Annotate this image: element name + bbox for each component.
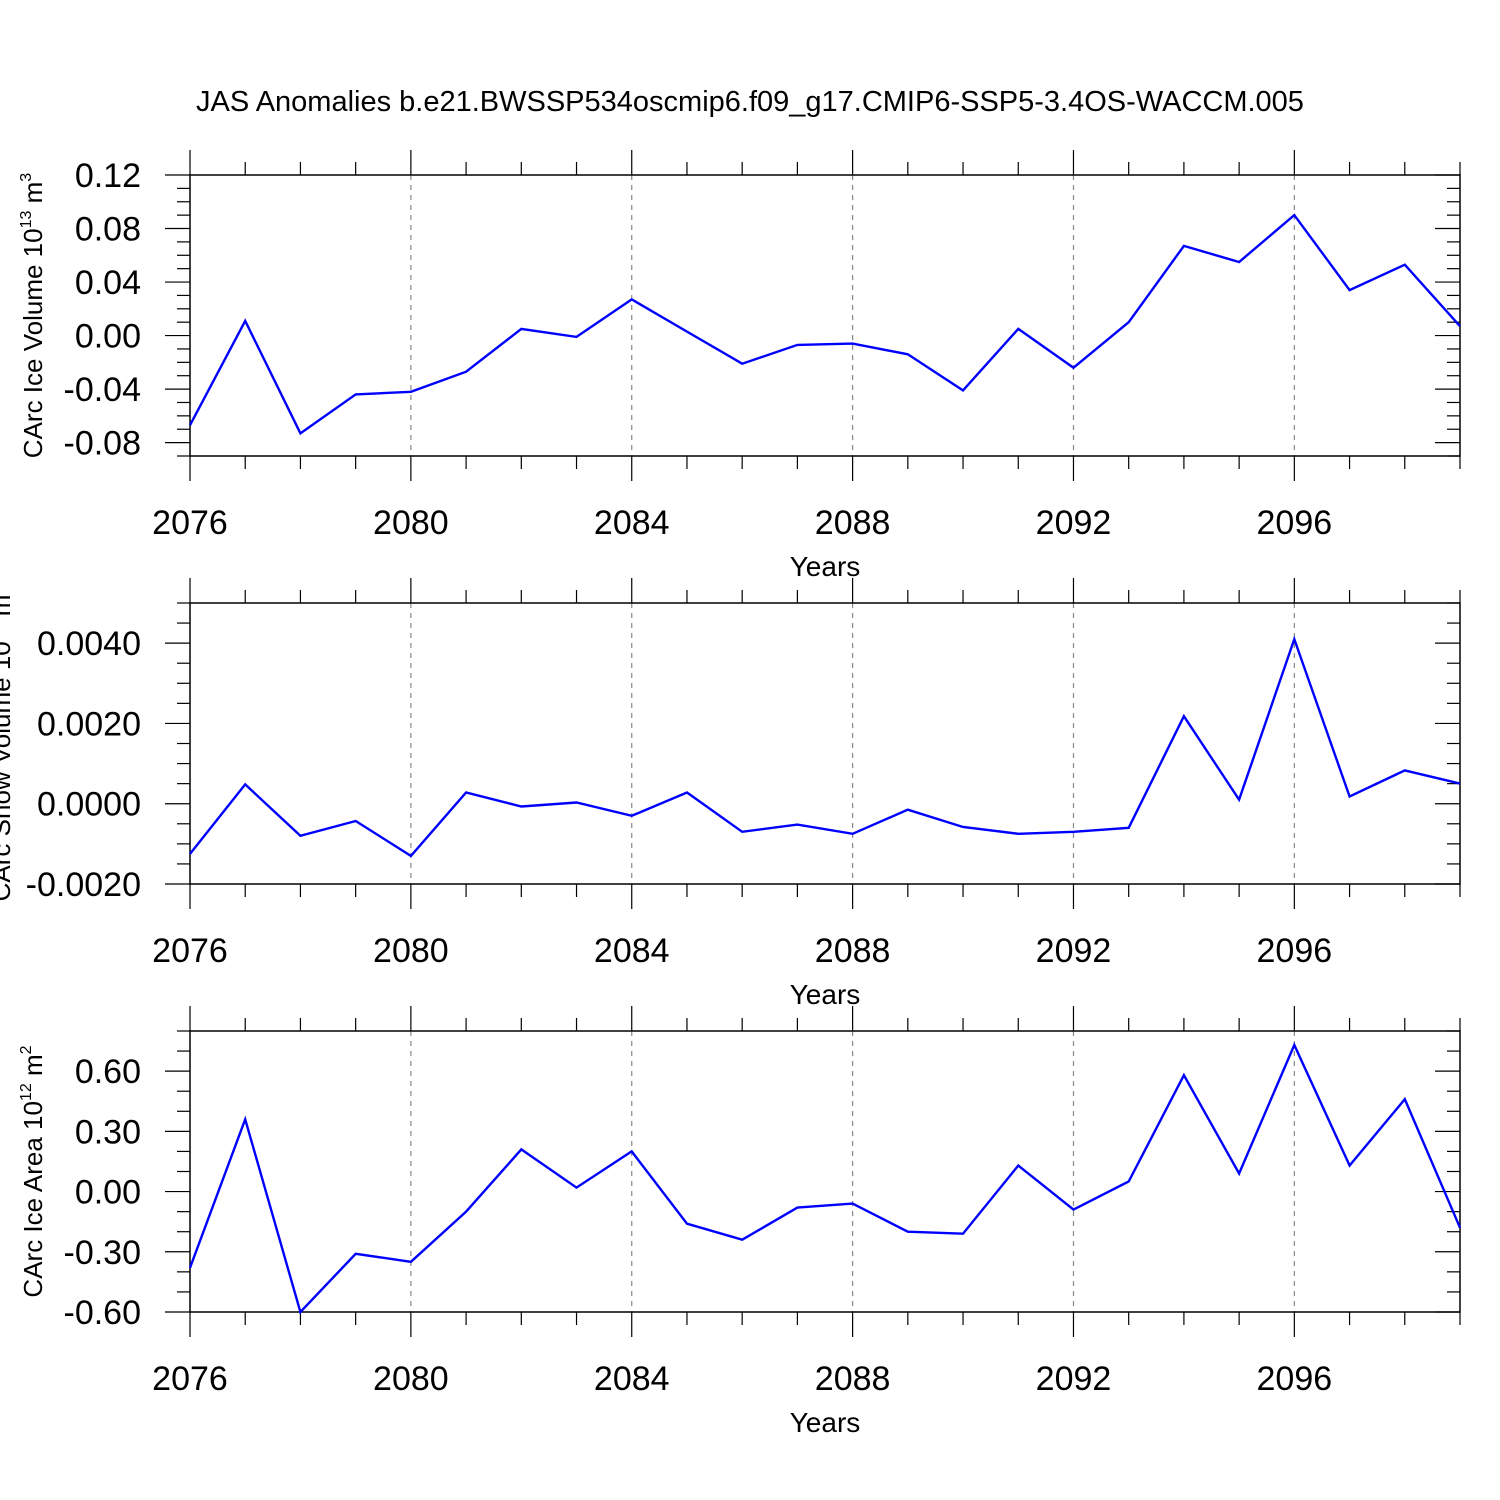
- x-tick-label: 2092: [1036, 1360, 1112, 1398]
- figure-title: JAS Anomalies b.e21.BWSSP534oscmip6.f09_…: [196, 86, 1304, 118]
- plot-frame: [189, 174, 1461, 457]
- x-tick-label: 2084: [594, 932, 670, 970]
- x-tick-label: 2076: [152, 932, 228, 970]
- x-tick-label: 2096: [1257, 932, 1333, 970]
- chart-panel-1: 2076 2080 2084 2088 2092 2096 Years -0.08 -0.04 0…: [18, 150, 1461, 582]
- x-tick-label: 2088: [815, 1360, 891, 1398]
- y-tick-label: 0.12: [75, 157, 141, 195]
- x-tick-label: 2092: [1036, 932, 1112, 970]
- y-tick-label: 0.0000: [37, 786, 141, 824]
- x-axis-label: Years: [790, 1407, 861, 1438]
- y-tick-label: 0.00: [75, 318, 141, 356]
- y-tick-label: 0.0020: [37, 705, 141, 743]
- y-tick-label: -0.0020: [26, 866, 141, 904]
- x-tick-label: 2084: [594, 1360, 670, 1398]
- x-tick-label: 2084: [594, 504, 670, 542]
- y-axis-label: CArc Ice Volume 1013 m3: [18, 173, 48, 458]
- x-axis-label: Years: [790, 551, 861, 582]
- y-tick-label: 0.04: [75, 264, 141, 302]
- series-line: [188, 213, 1461, 436]
- x-tick-label: 2088: [815, 504, 891, 542]
- plot-frame: [189, 1030, 1461, 1313]
- x-tick-label: 2096: [1257, 1360, 1333, 1398]
- y-tick-label: 0.60: [75, 1053, 141, 1091]
- series-line: [188, 1042, 1462, 1315]
- y-tick-label: 0.0040: [37, 625, 141, 663]
- y-tick-label: -0.60: [64, 1294, 142, 1332]
- chart-panel-2: 2076 2080 2084 2088 2092 2096 Years -0.0020 0.00…: [0, 578, 1461, 1010]
- y-tick-label: 0.00: [75, 1174, 141, 1212]
- x-tick-label: 2080: [373, 504, 449, 542]
- y-tick-label: -0.04: [64, 371, 142, 409]
- x-tick-label: 2092: [1036, 504, 1112, 542]
- series-line: [189, 635, 1461, 858]
- y-tick-label: 0.30: [75, 1113, 141, 1151]
- x-tick-label: 2076: [152, 504, 228, 542]
- y-axis-label: CArc Ice Area 1012 m2: [18, 1045, 48, 1297]
- plot-frame: [189, 602, 1461, 885]
- x-tick-label: 2096: [1257, 504, 1333, 542]
- x-tick-label: 2088: [815, 932, 891, 970]
- x-tick-label: 2080: [373, 1360, 449, 1398]
- x-tick-label: 2076: [152, 1360, 228, 1398]
- y-tick-label: -0.30: [64, 1234, 142, 1272]
- x-tick-label: 2080: [373, 932, 449, 970]
- y-tick-label: 0.08: [75, 211, 141, 249]
- y-tick-label: -0.08: [64, 425, 142, 463]
- x-axis-label: Years: [790, 979, 861, 1010]
- chart-panel-3: 2076 2080 2084 2088 2092 2096 Years -0.60 -0.30 0…: [18, 1006, 1462, 1438]
- y-axis-label: CArc Snow Volume 1013 m3: [0, 586, 16, 902]
